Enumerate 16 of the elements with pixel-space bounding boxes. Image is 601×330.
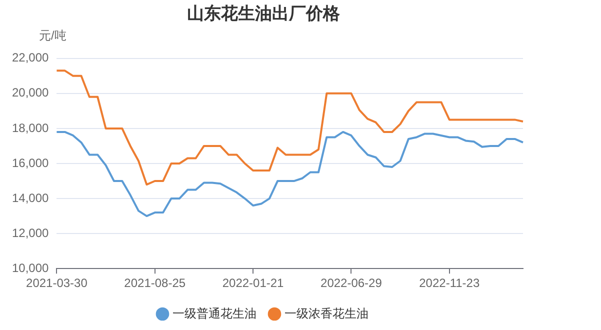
y-tick-label: 20,000 xyxy=(12,86,50,100)
y-tick-label: 12,000 xyxy=(12,226,50,240)
y-tick-label: 16,000 xyxy=(12,156,50,170)
y-tick-label: 14,000 xyxy=(12,190,50,205)
y-axis-title: 元/吨 xyxy=(39,28,66,43)
legend-label: 一级普通花生油 xyxy=(172,306,256,320)
y-tick-label: 10,000 xyxy=(12,260,50,275)
y-tick-label: 22,000 xyxy=(12,50,50,65)
x-tick-label: 2022-11-23 xyxy=(419,276,480,290)
y-tick-label: 18,000 xyxy=(12,120,50,135)
chart-title: 山东花生油出厂价格 xyxy=(187,4,341,23)
x-tick-label: 2021-03-30 xyxy=(26,276,88,290)
x-tick-label: 2022-01-21 xyxy=(222,276,284,290)
x-tick-label: 2021-08-25 xyxy=(124,276,186,290)
legend-label: 一级浓香花生油 xyxy=(284,306,368,320)
x-tick-label: 2022-06-29 xyxy=(320,276,382,290)
